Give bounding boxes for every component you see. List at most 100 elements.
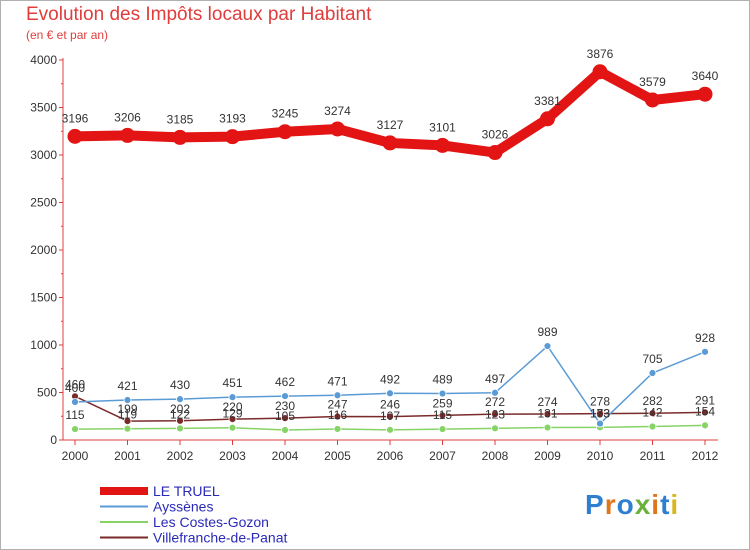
data-point [176, 395, 184, 404]
data-label: 3206 [114, 110, 141, 124]
data-point [330, 121, 345, 137]
data-label: 278 [590, 395, 610, 409]
data-label: 133 [590, 406, 610, 420]
data-label: 274 [537, 395, 557, 409]
data-point [491, 410, 499, 419]
data-label: 230 [275, 399, 295, 413]
data-point [596, 409, 604, 418]
data-point [648, 409, 657, 418]
data-label: 202 [170, 402, 190, 416]
legend-label: Ayssènes [153, 499, 213, 515]
data-point [386, 412, 394, 421]
data-point [176, 416, 184, 425]
x-tick-label: 2010 [587, 449, 614, 463]
y-tick-label: 2000 [30, 243, 57, 257]
data-label: 107 [380, 409, 400, 423]
data-label: 3876 [587, 47, 614, 61]
x-tick-label: 2004 [272, 449, 299, 463]
data-point [543, 342, 552, 350]
y-tick-label: 3500 [30, 101, 57, 115]
x-tick-label: 2005 [324, 449, 351, 463]
data-label: 122 [170, 407, 190, 421]
legend-label: Villefranche-de-Panat [153, 530, 287, 546]
data-label: 115 [433, 408, 452, 422]
data-point [123, 396, 132, 404]
data-point [592, 64, 608, 80]
data-point [438, 411, 447, 420]
x-tick-label: 2008 [482, 449, 509, 463]
data-point [491, 388, 499, 397]
data-point [487, 145, 503, 161]
data-label: 462 [275, 375, 295, 389]
data-label: 489 [432, 373, 452, 387]
data-point [543, 410, 552, 418]
data-label: 129 [222, 407, 242, 421]
data-label: 497 [485, 372, 505, 386]
data-label: 3026 [482, 128, 509, 142]
data-point [701, 408, 709, 417]
data-point [333, 391, 342, 400]
data-label: 173 [590, 407, 610, 421]
data-label: 272 [485, 395, 505, 409]
data-point [435, 137, 450, 153]
legend-label: Les Costes-Gozon [153, 514, 269, 530]
x-tick-label: 2001 [114, 449, 141, 463]
data-label: 282 [642, 394, 662, 408]
data-label: 119 [118, 408, 137, 422]
data-label: 246 [380, 398, 400, 412]
data-point [67, 128, 83, 144]
data-label: 928 [695, 331, 715, 345]
x-tick-label: 2009 [534, 449, 561, 463]
data-label: 492 [380, 372, 400, 386]
data-point [281, 426, 289, 434]
legend-label: LE TRUEL [153, 483, 220, 499]
y-tick-label: 4000 [30, 53, 57, 67]
data-point [701, 421, 709, 430]
data-point [228, 415, 237, 424]
data-point [438, 425, 447, 433]
chart-subtitle: (en € et par an) [26, 28, 109, 42]
data-label: 3196 [62, 111, 89, 125]
data-label: 989 [537, 325, 557, 339]
data-point [228, 423, 237, 432]
data-point [123, 417, 132, 425]
data-label: 116 [328, 408, 347, 422]
data-point [645, 92, 660, 108]
data-label: 199 [117, 402, 137, 416]
data-point [596, 419, 604, 428]
data-label: 3193 [219, 112, 246, 126]
x-tick-label: 2000 [62, 449, 89, 463]
data-point [71, 398, 79, 406]
data-label: 451 [222, 376, 242, 390]
data-point [71, 425, 79, 433]
data-point [491, 424, 499, 433]
data-label: 460 [65, 377, 85, 391]
x-tick-label: 2012 [692, 449, 719, 463]
proxiti-logo: Proxiti [585, 489, 680, 520]
data-label: 142 [642, 406, 662, 420]
data-label: 471 [327, 374, 347, 388]
data-label: 105 [275, 409, 295, 423]
data-point [543, 423, 552, 432]
data-point [386, 389, 394, 398]
data-point [281, 392, 289, 401]
data-label: 3640 [692, 69, 719, 83]
data-point [386, 425, 394, 434]
data-point [540, 111, 555, 127]
data-point [697, 86, 713, 102]
data-label: 3381 [534, 94, 561, 108]
data-point [333, 412, 342, 421]
y-tick-label: 1000 [30, 338, 57, 352]
y-tick-label: 3000 [30, 148, 57, 162]
y-tick-label: 2500 [30, 196, 57, 210]
data-label: 123 [485, 407, 505, 421]
data-point [277, 124, 293, 140]
data-point [701, 347, 709, 356]
y-tick-label: 0 [50, 433, 57, 447]
x-tick-label: 2006 [377, 449, 404, 463]
data-point [438, 389, 447, 398]
x-tick-label: 2003 [219, 449, 246, 463]
x-tick-label: 2011 [640, 449, 666, 463]
data-label: 400 [65, 381, 85, 395]
